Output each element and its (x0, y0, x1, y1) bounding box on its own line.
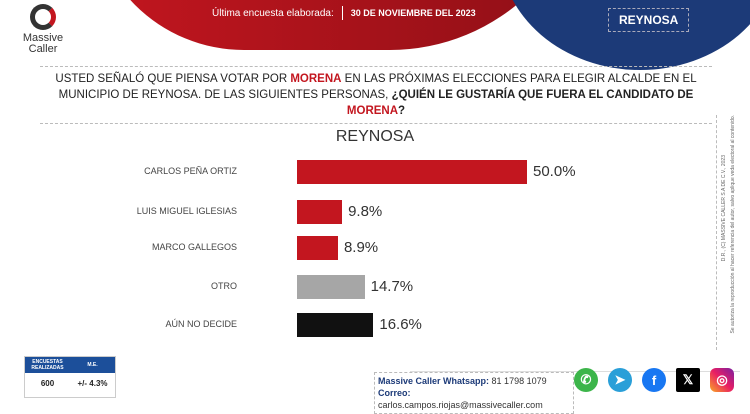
bar (297, 160, 527, 184)
logo-mark-icon (30, 4, 56, 30)
q-text: USTED SEÑALÓ QUE PIENSA VOTAR POR (55, 73, 291, 85)
whatsapp-label: Massive Caller Whatsapp: (378, 376, 490, 386)
divider (410, 371, 740, 372)
stats-me: +/- 4.3% (77, 379, 108, 388)
stats-header-me: M.E. (87, 362, 98, 368)
chart-title: REYNOSA (335, 128, 415, 145)
value-label: 14.7% (370, 278, 414, 295)
stats-header-surveys: ENCUESTAS REALIZADAS (31, 359, 64, 371)
category-label: OTRO (211, 281, 237, 291)
facebook-icon[interactable]: f (642, 368, 666, 392)
whatsapp-icon[interactable]: ✆ (574, 368, 598, 392)
category-label: MARCO GALLEGOS (151, 242, 237, 252)
bar (297, 275, 365, 299)
survey-date: Última encuesta elaborada: 30 DE NOVIEMBR… (212, 6, 476, 20)
bar (297, 236, 338, 260)
bar (297, 200, 343, 224)
logo: Massive Caller (18, 4, 68, 55)
x-icon[interactable]: 𝕏 (676, 368, 700, 392)
telegram-icon[interactable]: ➤ (608, 368, 632, 392)
date-value: 30 DE NOVIEMBRE DEL 2023 (350, 8, 476, 18)
value-label: 8.9% (343, 239, 379, 256)
city-badge: REYNOSA (608, 8, 690, 32)
bar (297, 313, 374, 337)
value-label: 16.6% (379, 316, 422, 333)
q-party: MORENA (346, 105, 399, 117)
reproduction-note: Se autoriza la reproducción al hacer ref… (730, 115, 736, 334)
contact-info: Massive Caller Whatsapp: 81 1798 1079 Cor… (374, 372, 574, 414)
bar-row: OTRO 14.7% (0, 275, 700, 299)
instagram-icon[interactable]: ◎ (710, 368, 734, 392)
survey-stats: ENCUESTAS REALIZADAS M.E. 600 +/- 4.3% (24, 356, 116, 398)
side-notes: D.R., (C) MASSIVE CALLER S.A DE C.V., 20… (716, 115, 746, 350)
email[interactable]: carlos.campos.riojas@massivecaller.com (378, 400, 543, 410)
whatsapp-number: 81 1798 1079 (489, 376, 547, 386)
q-bold: ? (398, 105, 406, 117)
stats-surveys: 600 (40, 379, 55, 388)
category-label: AÚN NO DECIDE (165, 319, 237, 329)
bar-row: CARLOS PEÑA ORTIZ 50.0% (0, 160, 700, 184)
bar-row: MARCO GALLEGOS 8.9% (0, 236, 700, 260)
q-bold: ¿QUIÉN LE GUSTARÍA QUE FUERA EL CANDIDAT… (391, 89, 694, 101)
email-label: Correo: (378, 388, 411, 398)
q-party: MORENA (290, 73, 342, 85)
logo-text: Caller (28, 43, 58, 55)
bar-row: LUIS MIGUEL IGLESIAS 9.8% (0, 200, 700, 224)
category-label: LUIS MIGUEL IGLESIAS (136, 206, 237, 216)
bar-row: AÚN NO DECIDE 16.6% (0, 313, 700, 337)
date-label: Última encuesta elaborada: (212, 7, 334, 19)
category-label: CARLOS PEÑA ORTIZ (144, 166, 237, 176)
value-label: 50.0% (533, 163, 576, 180)
copyright-note: D.R., (C) MASSIVE CALLER S.A DE C.V., 20… (721, 155, 727, 262)
q-text: EN LAS PRÓXIMAS ELECCIONES PARA ELEGIR A… (58, 73, 697, 101)
social-links: ✆ ➤ f 𝕏 ◎ (574, 368, 734, 392)
value-label: 9.8% (348, 203, 383, 220)
question: USTED SEÑALÓ QUE PIENSA VOTAR POR MORENA… (40, 66, 712, 124)
logo-text: Massive (22, 32, 64, 44)
